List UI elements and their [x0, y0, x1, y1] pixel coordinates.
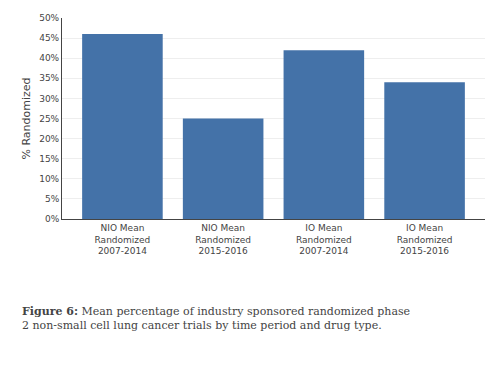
svg-text:20%: 20% — [39, 134, 59, 144]
svg-text:50%: 50% — [39, 13, 59, 23]
svg-text:Figure 6: Mean percentage of i: Figure 6: Mean percentage of industry sp… — [22, 305, 410, 332]
svg-text:45%: 45% — [39, 33, 59, 43]
svg-text:30%: 30% — [39, 94, 59, 104]
svg-text:NIO MeanRandomized2007-2014: NIO MeanRandomized2007-2014 — [95, 223, 151, 256]
svg-text:5%: 5% — [45, 194, 60, 204]
svg-text:10%: 10% — [39, 174, 59, 184]
svg-text:25%: 25% — [39, 114, 59, 124]
svg-text:35%: 35% — [39, 73, 59, 83]
svg-text:40%: 40% — [39, 53, 59, 63]
svg-text:% Randomized: % Randomized — [20, 77, 33, 159]
svg-text:0%: 0% — [45, 214, 60, 224]
svg-text:15%: 15% — [39, 154, 59, 164]
svg-text:IO MeanRandomized2007-2014: IO MeanRandomized2007-2014 — [296, 223, 352, 256]
svg-text:NIO MeanRandomized2015-2016: NIO MeanRandomized2015-2016 — [195, 223, 251, 256]
svg-text:IO MeanRandomized2015-2016: IO MeanRandomized2015-2016 — [397, 223, 453, 256]
